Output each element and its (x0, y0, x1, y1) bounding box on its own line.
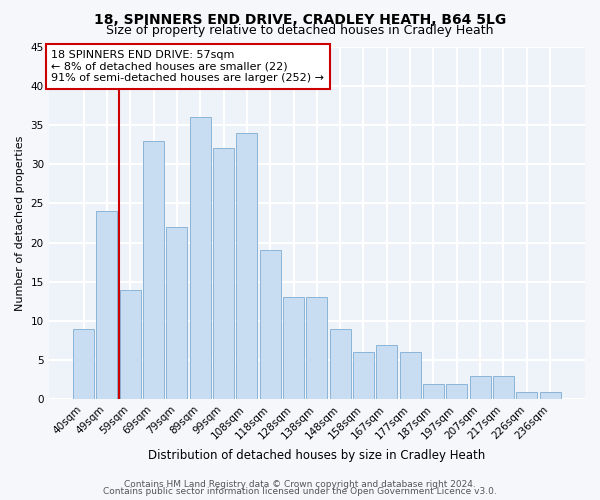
Bar (376, 344, 397, 400)
Text: Contains public sector information licensed under the Open Government Licence v3: Contains public sector information licen… (103, 488, 497, 496)
Bar (166, 227, 187, 400)
Bar (260, 250, 281, 400)
Text: Contains HM Land Registry data © Crown copyright and database right 2024.: Contains HM Land Registry data © Crown c… (124, 480, 476, 489)
Bar (307, 298, 328, 400)
Bar (400, 352, 421, 400)
Bar (353, 352, 374, 400)
X-axis label: Distribution of detached houses by size in Cradley Heath: Distribution of detached houses by size … (148, 450, 485, 462)
Bar (423, 384, 444, 400)
Bar (190, 117, 211, 400)
Bar (470, 376, 491, 400)
Text: 18, SPINNERS END DRIVE, CRADLEY HEATH, B64 5LG: 18, SPINNERS END DRIVE, CRADLEY HEATH, B… (94, 12, 506, 26)
Bar (236, 133, 257, 400)
Text: Size of property relative to detached houses in Cradley Heath: Size of property relative to detached ho… (106, 24, 494, 37)
Bar (329, 329, 350, 400)
Bar (73, 329, 94, 400)
Y-axis label: Number of detached properties: Number of detached properties (15, 136, 25, 310)
Bar (97, 211, 118, 400)
Bar (493, 376, 514, 400)
Bar (283, 298, 304, 400)
Bar (516, 392, 537, 400)
Text: 18 SPINNERS END DRIVE: 57sqm
← 8% of detached houses are smaller (22)
91% of sem: 18 SPINNERS END DRIVE: 57sqm ← 8% of det… (52, 50, 325, 83)
Bar (143, 140, 164, 400)
Bar (213, 148, 234, 400)
Bar (446, 384, 467, 400)
Bar (539, 392, 560, 400)
Bar (120, 290, 140, 400)
